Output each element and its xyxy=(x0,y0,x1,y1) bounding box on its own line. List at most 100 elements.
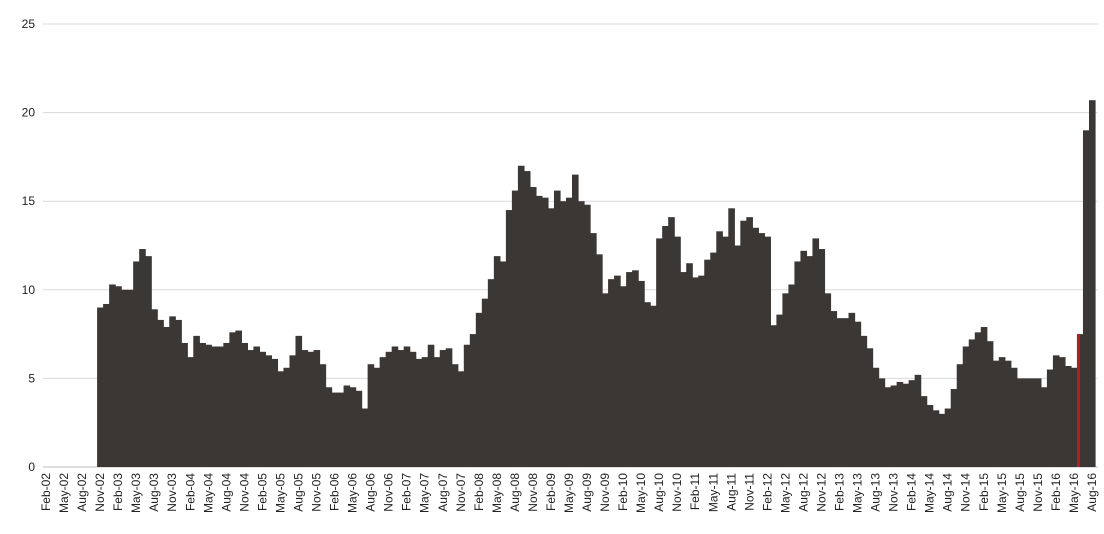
x-tick-label: Feb-11 xyxy=(688,473,702,510)
x-tick-label: Nov-15 xyxy=(1031,473,1045,512)
data-bar xyxy=(1058,357,1066,467)
x-tick-label: Nov-13 xyxy=(887,473,901,512)
data-bar xyxy=(956,364,964,467)
data-bar xyxy=(283,367,291,467)
x-tick-label: Aug-10 xyxy=(652,473,666,512)
data-bar xyxy=(662,226,669,467)
data-bar xyxy=(614,275,621,467)
x-tick-label: May-15 xyxy=(995,473,1009,513)
data-bar xyxy=(1064,366,1072,467)
data-bar xyxy=(950,389,958,467)
data-bar xyxy=(457,371,465,467)
data-bar xyxy=(253,346,261,467)
data-bar xyxy=(421,357,429,467)
data-bar xyxy=(469,334,477,467)
data-bar xyxy=(848,312,856,467)
data-bar xyxy=(505,210,513,467)
data-bar xyxy=(481,298,489,467)
data-bar xyxy=(770,325,777,467)
data-bar xyxy=(259,351,267,467)
data-bar xyxy=(409,351,417,467)
data-bar xyxy=(157,319,164,467)
x-axis-tick-labels: Feb-02 May-02 Aug-02 Nov-02 Feb-03 May-03 Aug-… xyxy=(39,473,1099,513)
x-tick-label: Aug-09 xyxy=(580,473,594,512)
x-tick-label: Feb-05 xyxy=(255,473,269,511)
x-tick-label: Nov-03 xyxy=(165,473,179,512)
x-tick-label: May-08 xyxy=(490,473,504,513)
x-tick-label: Aug-06 xyxy=(364,473,378,512)
x-tick-label: May-10 xyxy=(634,473,648,513)
data-bar xyxy=(175,319,182,467)
data-bar xyxy=(1046,369,1054,467)
data-bar xyxy=(529,187,537,467)
data-bar xyxy=(728,208,735,468)
data-bar xyxy=(1004,360,1012,467)
data-bar xyxy=(307,351,315,467)
x-tick-label: Nov-05 xyxy=(310,473,324,512)
data-bar xyxy=(223,342,230,467)
data-bar xyxy=(397,350,405,467)
data-bar xyxy=(602,293,609,467)
data-bar xyxy=(475,312,483,467)
data-bar xyxy=(379,357,387,467)
data-bar xyxy=(493,256,501,467)
data-bar xyxy=(1040,387,1048,467)
data-bar xyxy=(115,286,122,467)
x-tick-label: Aug-05 xyxy=(291,473,305,512)
x-tick-label: Nov-11 xyxy=(742,473,756,511)
y-axis-tick-labels: 0 5 10 15 20 25 xyxy=(22,17,36,474)
data-bar xyxy=(776,314,783,467)
x-tick-label: Feb-13 xyxy=(833,473,847,511)
highlight-bar xyxy=(1076,334,1080,467)
data-bar xyxy=(1052,355,1060,467)
data-bar xyxy=(806,256,814,467)
data-bar xyxy=(193,335,200,467)
y-tick-label: 0 xyxy=(28,460,35,474)
data-bar xyxy=(355,390,363,467)
data-bar xyxy=(199,342,206,467)
data-bar xyxy=(632,270,639,467)
data-bar xyxy=(986,341,994,467)
data-bar xyxy=(926,404,934,467)
data-bar xyxy=(151,309,158,467)
data-bar xyxy=(938,413,946,467)
data-bar xyxy=(1088,100,1096,467)
data-bar xyxy=(145,256,152,467)
x-tick-label: Aug-16 xyxy=(1085,473,1099,512)
data-bar xyxy=(1016,378,1024,467)
data-bar xyxy=(445,348,453,467)
data-bar xyxy=(818,249,826,467)
data-bar xyxy=(686,263,693,467)
data-bar xyxy=(415,358,423,467)
data-bar xyxy=(584,204,591,468)
x-tick-label: Nov-14 xyxy=(959,473,973,512)
data-bar xyxy=(325,387,333,467)
data-bar xyxy=(229,332,236,467)
data-bar xyxy=(367,364,375,467)
data-area xyxy=(97,100,1096,468)
data-bar xyxy=(608,279,615,467)
data-bar xyxy=(295,335,303,467)
data-bar xyxy=(644,302,651,467)
data-bar xyxy=(133,261,140,467)
data-bar xyxy=(499,261,507,467)
data-bar xyxy=(217,346,224,467)
data-bar xyxy=(1034,378,1042,467)
data-bar xyxy=(674,236,681,467)
data-bar xyxy=(878,378,886,467)
data-bar xyxy=(211,346,218,467)
data-bar xyxy=(523,171,531,467)
x-tick-label: May-06 xyxy=(346,473,360,513)
data-bar xyxy=(313,350,321,467)
x-tick-label: May-11 xyxy=(706,473,720,512)
data-bar xyxy=(578,201,585,467)
data-bar xyxy=(517,165,525,467)
x-tick-label: Nov-07 xyxy=(454,473,468,512)
data-bar xyxy=(205,344,212,467)
x-tick-label: Aug-08 xyxy=(508,473,522,512)
data-bar xyxy=(373,367,381,467)
x-tick-label: Feb-15 xyxy=(977,473,991,511)
data-bar xyxy=(271,358,279,467)
data-bar xyxy=(1070,367,1078,467)
